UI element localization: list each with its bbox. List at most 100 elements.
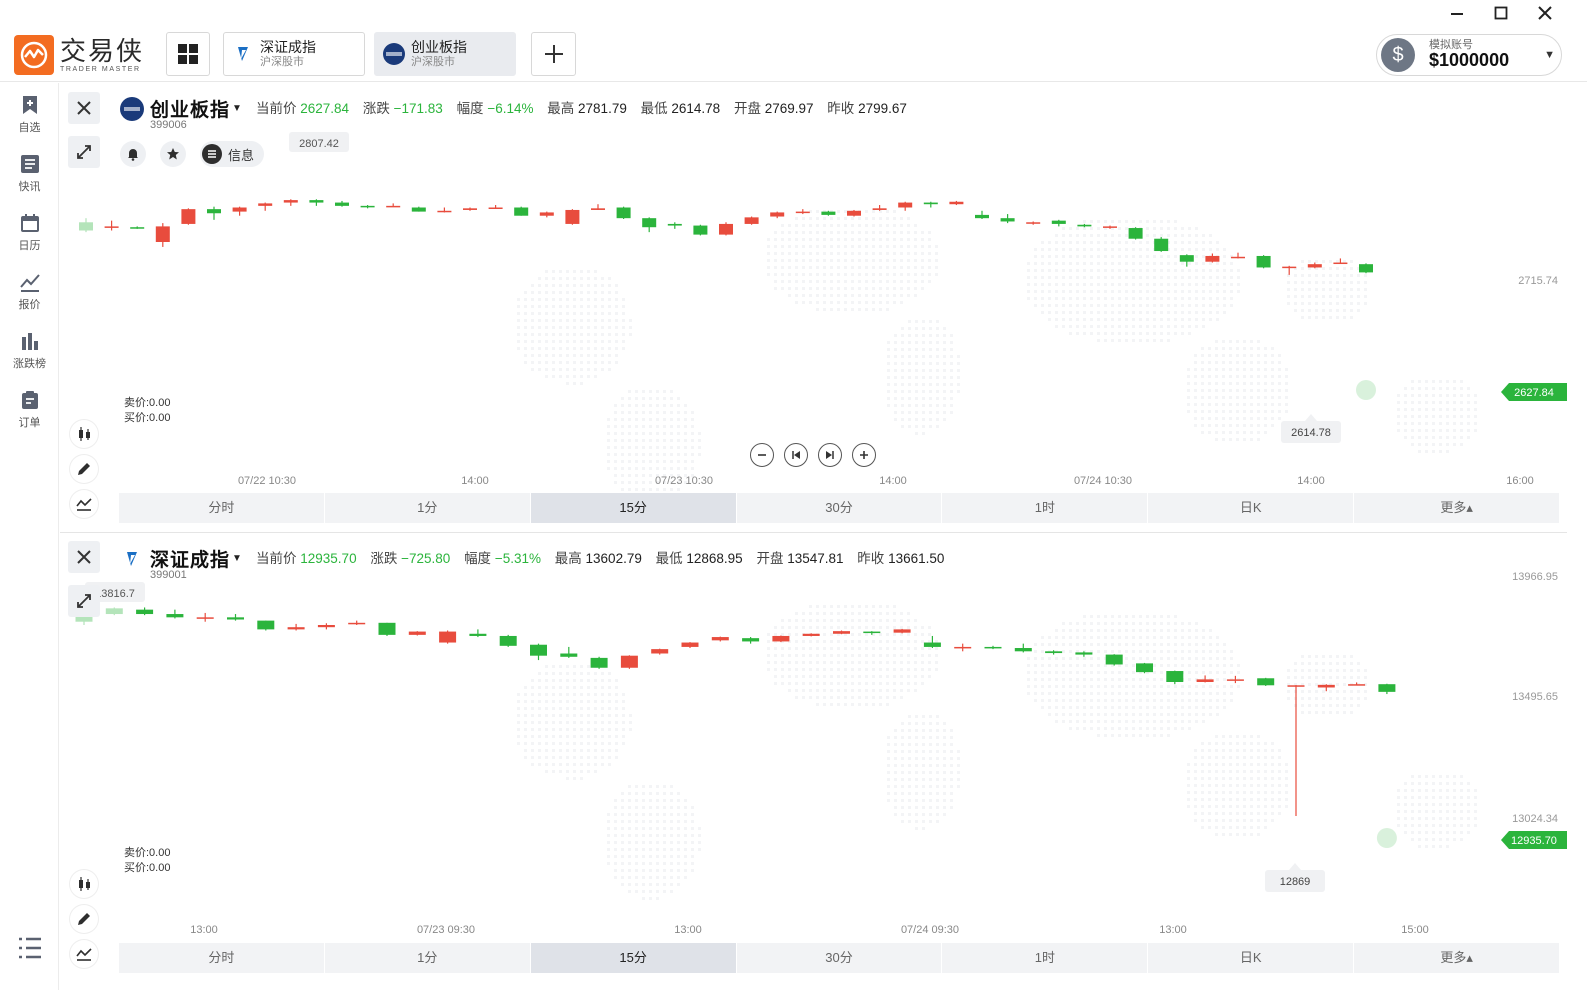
timeframe-tab[interactable]: 15分	[530, 943, 737, 973]
layout-grid-button[interactable]	[166, 32, 210, 76]
timeframe-tab[interactable]: 日K	[1148, 493, 1355, 523]
indicator-icon	[76, 948, 92, 961]
timeframe-tab[interactable]: 1分	[325, 493, 531, 523]
quote-bar: 当前价 12935.70 涨跌 −725.80 幅度 −5.31% 最高 136…	[256, 547, 954, 567]
x-tick-label: 15:00	[1401, 924, 1429, 936]
zoom-out-button[interactable]	[750, 443, 774, 467]
info-button[interactable]: 信息	[200, 141, 265, 167]
candle	[166, 609, 184, 619]
sidebar-item-watchlist[interactable]: 自选	[0, 95, 59, 135]
candlestick-chart[interactable]: 13966.95 13495.65 13024.34 13:00 07/23 09:30…	[60, 533, 1567, 979]
menu-button[interactable]	[18, 937, 42, 964]
candle-body	[348, 622, 366, 625]
candle-body	[1014, 648, 1032, 652]
candlestick-chart[interactable]: 2715.74 07/22 10:30 14:00 07/23 10:30 14:00 0…	[60, 83, 1567, 529]
candle-body	[620, 655, 638, 668]
y-tick-label: 2715.74	[1518, 275, 1558, 287]
candle	[1287, 685, 1305, 816]
candle-body	[1287, 685, 1305, 687]
candle	[693, 224, 708, 236]
symbol-selector[interactable]: 深证成指 ▼	[120, 545, 242, 572]
indicator-button[interactable]	[70, 490, 98, 518]
x-tick-label: 07/23 10:30	[655, 475, 713, 487]
sidebar-label: 自选	[18, 122, 41, 134]
sidebar-item-news[interactable]: 快讯	[0, 154, 59, 194]
favorite-button[interactable]	[160, 141, 186, 167]
alert-button[interactable]	[120, 141, 146, 167]
tab-szse-component[interactable]: 深证成指 沪深股市	[223, 32, 365, 76]
jump-start-button[interactable]	[784, 443, 808, 467]
chart-type-button[interactable]	[70, 870, 98, 898]
add-tab-button[interactable]	[531, 32, 576, 76]
account-selector[interactable]: $ 模拟账号 $1000000 ▼	[1376, 34, 1562, 76]
current-price: 2627.84	[300, 101, 350, 116]
timeframe-tab[interactable]: 30分	[737, 493, 943, 523]
menu-list-icon	[19, 937, 41, 959]
draw-tool-button[interactable]	[70, 905, 98, 933]
timeframe-tab[interactable]: 1分	[325, 943, 531, 973]
timeframe-tab[interactable]: 15分	[530, 493, 737, 523]
sidebar-item-calendar[interactable]: 日历	[0, 213, 59, 253]
candle-body	[514, 207, 529, 216]
candle	[408, 631, 426, 636]
chart-type-button[interactable]	[70, 420, 98, 448]
timeframe-tab[interactable]: 日K	[1148, 943, 1355, 973]
pencil-icon	[78, 463, 90, 475]
timeframe-tab[interactable]: 1时	[942, 943, 1149, 973]
candle	[1136, 662, 1153, 674]
quote-label: 昨收	[827, 101, 855, 116]
sidebar-item-orders[interactable]: 订单	[0, 390, 59, 430]
x-tick-label: 07/22 10:30	[238, 475, 296, 487]
candle	[590, 656, 608, 669]
timeframe-tab[interactable]: 30分	[737, 943, 943, 973]
symbol-selector[interactable]: 创业板指 ▼	[120, 95, 242, 122]
caret-down-icon: ▼	[1544, 49, 1555, 61]
candle	[1226, 675, 1244, 684]
jump-end-button[interactable]	[818, 443, 842, 467]
sidebar-item-movers[interactable]: 涨跌榜	[0, 331, 59, 371]
candle	[772, 635, 790, 643]
candle	[1103, 225, 1117, 229]
open-price: 2769.97	[764, 101, 814, 116]
candle	[591, 204, 605, 210]
expand-panel-button[interactable]	[68, 136, 100, 168]
close-window-button[interactable]	[1530, 2, 1560, 24]
candle-body	[166, 614, 184, 618]
candle-body	[642, 218, 657, 228]
quote-label: 幅度	[456, 101, 484, 116]
candle-body	[651, 649, 669, 654]
close-panel-button[interactable]	[68, 92, 100, 124]
candle-body	[257, 620, 275, 630]
candlestick-icon	[79, 877, 90, 891]
candle-body	[360, 205, 375, 208]
candle	[1196, 675, 1214, 683]
minimize-button[interactable]	[1442, 2, 1472, 24]
candle-body	[309, 200, 324, 203]
maximize-button[interactable]	[1486, 2, 1516, 24]
quote-label: 最低	[655, 551, 683, 566]
indicator-button[interactable]	[70, 940, 98, 968]
low-annotation-label: 2614.78	[1291, 427, 1331, 439]
candle	[181, 208, 196, 225]
candle-body	[833, 631, 850, 634]
close-panel-button[interactable]	[68, 541, 100, 573]
sidebar-item-quotes[interactable]: 报价	[0, 272, 59, 312]
timeframe-tab[interactable]: 分时	[119, 493, 325, 523]
timeframe-tab[interactable]: 更多▴	[1440, 950, 1473, 965]
candle	[1333, 258, 1348, 265]
candle	[348, 620, 366, 625]
draw-tool-button[interactable]	[70, 455, 98, 483]
candle	[872, 205, 887, 211]
candle-body	[770, 212, 785, 217]
candle	[104, 220, 119, 231]
timeframe-tab[interactable]: 1时	[942, 493, 1149, 523]
timeframe-tab[interactable]: 分时	[119, 943, 325, 973]
candle	[863, 631, 881, 635]
zoom-in-button[interactable]	[852, 443, 876, 467]
expand-panel-button[interactable]	[68, 585, 100, 617]
candle-body	[488, 207, 503, 209]
timeframe-tab[interactable]: 更多▴	[1440, 500, 1473, 515]
tab-chinext[interactable]: 创业板指 沪深股市	[374, 32, 516, 76]
candle-body	[411, 207, 426, 212]
